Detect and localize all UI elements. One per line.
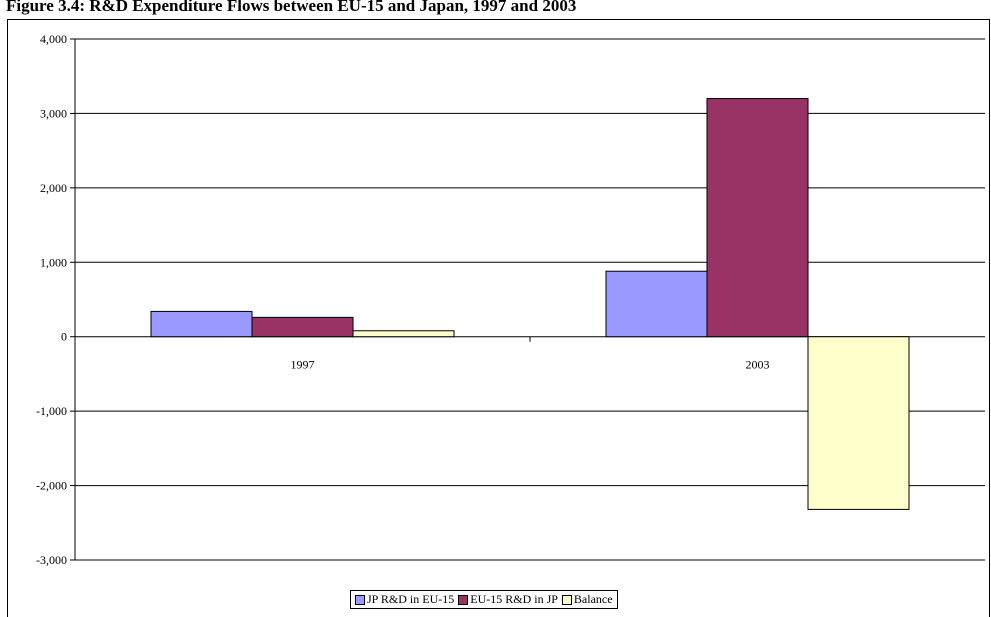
bar <box>807 336 910 510</box>
y-tick-label: 0 <box>61 330 67 344</box>
bar <box>251 316 354 338</box>
legend-swatch-jp-in-eu <box>355 594 365 605</box>
legend-label-balance: Balance <box>573 592 613 606</box>
y-tick-label: 3,000 <box>40 106 67 120</box>
bar <box>150 310 253 338</box>
x-tick-label: 2003 <box>746 358 770 372</box>
bar <box>605 270 708 338</box>
y-tick-label: 4,000 <box>40 32 67 46</box>
x-tick-label: 1997 <box>291 358 315 372</box>
chart-title: Figure 3.4: R&D Expenditure Flows betwee… <box>6 0 577 15</box>
legend-item-eu-in-jp: EU-15 R&D in JP <box>458 592 558 607</box>
legend-label-jp-in-eu: JP R&D in EU-15 <box>367 592 455 606</box>
legend-swatch-eu-in-jp <box>458 594 469 605</box>
y-tick-label: 2,000 <box>40 181 67 195</box>
y-tick-label: 1,000 <box>40 255 67 269</box>
bar <box>352 330 455 338</box>
legend-item-jp-in-eu: JP R&D in EU-15 <box>355 592 454 607</box>
y-tick-label: -1,000 <box>36 404 67 418</box>
legend-swatch-balance <box>561 594 572 605</box>
y-tick-label: -2,000 <box>36 479 67 493</box>
legend: JP R&D in EU-15 EU-15 R&D in JP Balance <box>350 590 618 609</box>
chart-frame <box>7 19 990 617</box>
legend-label-eu-in-jp: EU-15 R&D in JP <box>470 592 558 606</box>
legend-item-balance: Balance <box>561 592 613 607</box>
y-tick-label: -3,000 <box>36 553 67 567</box>
bar <box>706 98 809 338</box>
